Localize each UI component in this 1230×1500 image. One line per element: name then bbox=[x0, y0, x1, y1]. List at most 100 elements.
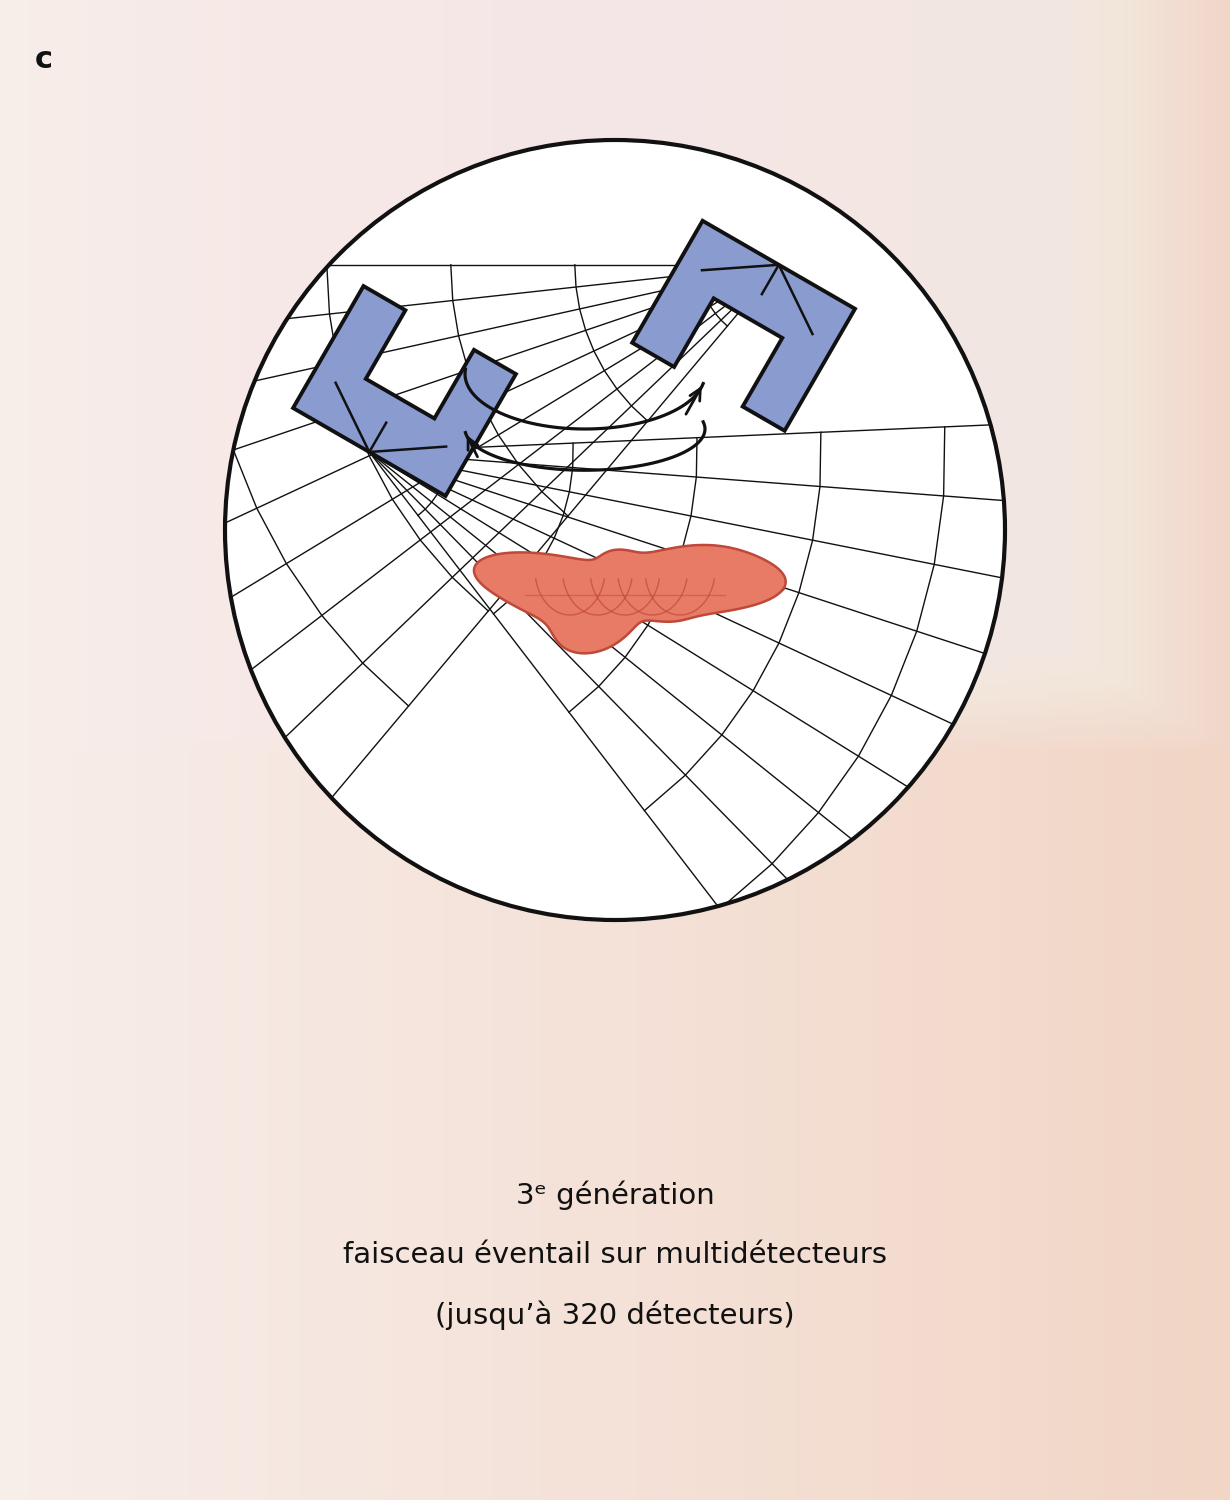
Bar bbox=[1140, 0, 1145, 1500]
Bar bbox=[849, 0, 854, 1500]
Bar bbox=[943, 0, 948, 1500]
Bar bbox=[0, 0, 320, 195]
Bar bbox=[0, 0, 1205, 735]
Bar bbox=[0, 0, 164, 100]
Bar bbox=[533, 0, 538, 1500]
Bar bbox=[685, 0, 690, 1500]
Bar bbox=[975, 0, 980, 1500]
Bar bbox=[562, 0, 567, 1500]
Bar bbox=[0, 0, 1221, 746]
Bar bbox=[197, 0, 202, 1500]
Bar bbox=[1148, 0, 1153, 1500]
Bar bbox=[0, 0, 926, 566]
Bar bbox=[295, 0, 300, 1500]
Bar bbox=[1086, 0, 1091, 1500]
Bar bbox=[0, 0, 697, 424]
Bar bbox=[0, 0, 98, 60]
Bar bbox=[0, 0, 271, 165]
Bar bbox=[262, 0, 267, 1500]
Bar bbox=[0, 0, 230, 140]
Bar bbox=[1119, 0, 1124, 1500]
Bar bbox=[242, 0, 247, 1500]
Bar bbox=[0, 0, 132, 80]
Bar bbox=[726, 0, 731, 1500]
Bar bbox=[538, 0, 542, 1500]
Bar bbox=[365, 0, 370, 1500]
Bar bbox=[1135, 0, 1140, 1500]
Bar bbox=[0, 0, 902, 550]
Bar bbox=[0, 0, 852, 520]
Bar bbox=[0, 0, 16, 10]
Bar bbox=[0, 0, 975, 596]
Bar bbox=[0, 0, 378, 230]
Bar bbox=[308, 0, 312, 1500]
Bar bbox=[938, 0, 943, 1500]
Bar bbox=[750, 0, 755, 1500]
Bar bbox=[722, 0, 727, 1500]
Bar bbox=[33, 0, 38, 1500]
Bar bbox=[0, 0, 279, 170]
Bar bbox=[648, 0, 653, 1500]
Bar bbox=[176, 0, 181, 1500]
Bar bbox=[58, 0, 63, 1500]
Bar bbox=[12, 0, 17, 1500]
Bar bbox=[1046, 0, 1050, 1500]
Text: c: c bbox=[34, 45, 53, 74]
Bar bbox=[0, 0, 935, 570]
Bar bbox=[144, 0, 149, 1500]
Bar bbox=[111, 0, 116, 1500]
Bar bbox=[784, 0, 788, 1500]
Bar bbox=[336, 0, 341, 1500]
Bar bbox=[402, 0, 407, 1500]
Bar bbox=[0, 0, 820, 500]
Bar bbox=[114, 0, 119, 1500]
Bar bbox=[525, 0, 530, 1500]
Bar bbox=[0, 0, 1181, 720]
Bar bbox=[0, 0, 779, 476]
Bar bbox=[705, 0, 710, 1500]
Bar bbox=[729, 0, 734, 1500]
Bar bbox=[258, 0, 263, 1500]
Bar bbox=[0, 0, 33, 20]
Bar bbox=[225, 0, 230, 1500]
Bar bbox=[738, 0, 743, 1500]
Bar bbox=[1128, 0, 1133, 1500]
Bar bbox=[123, 0, 128, 1500]
Bar bbox=[378, 0, 383, 1500]
Bar bbox=[0, 0, 148, 90]
Bar bbox=[734, 0, 739, 1500]
Bar bbox=[0, 0, 550, 334]
Bar bbox=[292, 0, 296, 1500]
Bar bbox=[763, 0, 768, 1500]
Bar bbox=[578, 0, 583, 1500]
Bar bbox=[0, 0, 574, 350]
Bar bbox=[566, 0, 571, 1500]
Bar bbox=[0, 0, 385, 236]
Text: (jusqu’à 320 détecteurs): (jusqu’à 320 détecteurs) bbox=[435, 1300, 795, 1330]
Bar bbox=[0, 0, 1009, 615]
Bar bbox=[65, 0, 70, 1500]
Bar bbox=[1061, 0, 1066, 1500]
Bar bbox=[0, 0, 1116, 680]
Bar bbox=[713, 0, 718, 1500]
Bar bbox=[0, 0, 729, 446]
Bar bbox=[464, 0, 469, 1500]
Bar bbox=[0, 0, 590, 360]
Bar bbox=[0, 0, 246, 150]
Bar bbox=[304, 0, 309, 1500]
Bar bbox=[0, 0, 9, 4]
Bar bbox=[1012, 0, 1017, 1500]
Bar bbox=[0, 0, 1230, 750]
Bar bbox=[0, 0, 959, 585]
Bar bbox=[0, 0, 353, 214]
Bar bbox=[1202, 0, 1207, 1500]
Bar bbox=[836, 0, 841, 1500]
Bar bbox=[1132, 0, 1137, 1500]
Polygon shape bbox=[474, 544, 786, 654]
Bar bbox=[0, 0, 65, 40]
Bar bbox=[993, 0, 998, 1500]
Bar bbox=[640, 0, 645, 1500]
Bar bbox=[0, 0, 1123, 686]
Bar bbox=[935, 0, 940, 1500]
Bar bbox=[488, 0, 493, 1500]
